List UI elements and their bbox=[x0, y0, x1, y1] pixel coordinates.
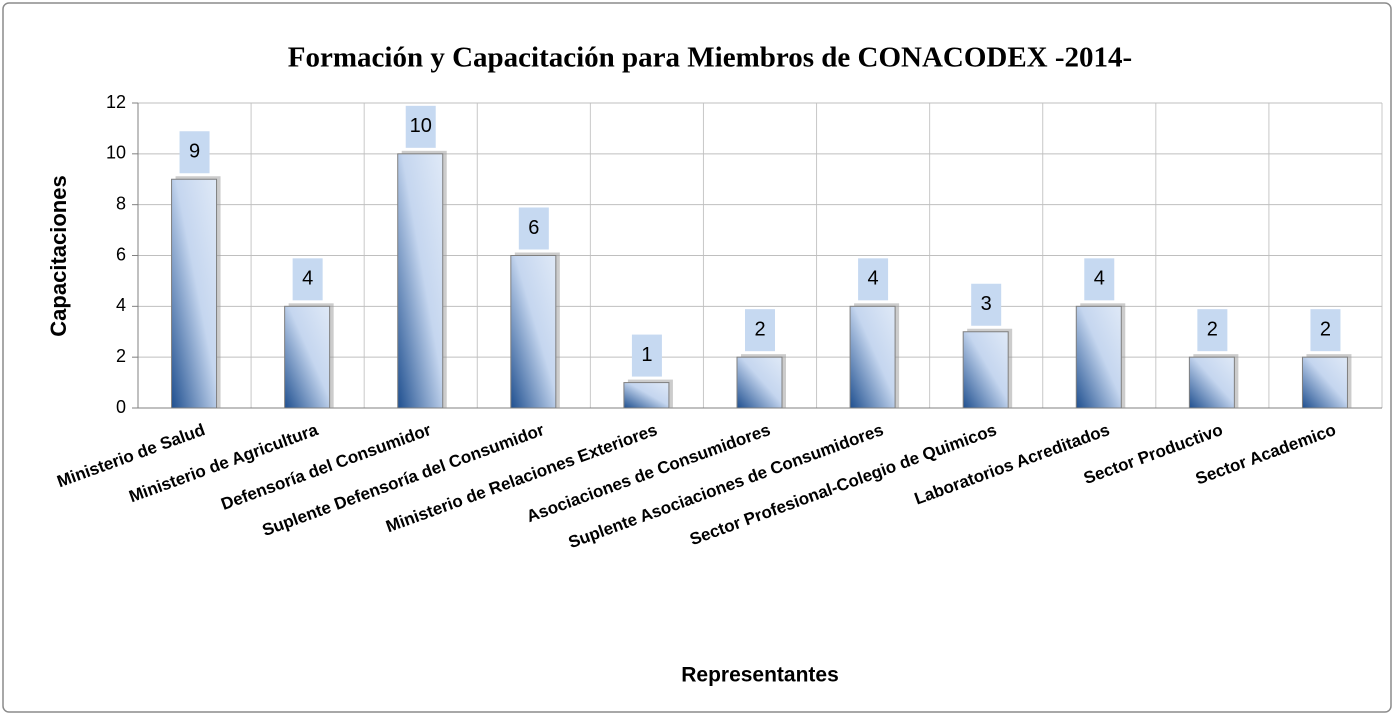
data-label-box bbox=[971, 283, 1002, 326]
data-label: 4 bbox=[868, 268, 879, 290]
y-tick-label: 4 bbox=[116, 295, 126, 315]
data-label-box bbox=[1197, 309, 1228, 352]
data-label: 4 bbox=[1094, 268, 1105, 290]
data-label-box bbox=[1310, 309, 1341, 352]
bar bbox=[284, 305, 331, 409]
data-label-box bbox=[179, 131, 210, 174]
data-label-box bbox=[745, 309, 775, 352]
data-label-box bbox=[405, 105, 436, 148]
bar bbox=[623, 382, 670, 409]
data-label: 3 bbox=[981, 293, 992, 315]
bar bbox=[962, 331, 1009, 409]
data-label-box bbox=[292, 258, 323, 301]
bar bbox=[1188, 356, 1235, 409]
bar bbox=[171, 178, 218, 409]
y-tick-label: 12 bbox=[106, 92, 126, 112]
y-tick-label: 0 bbox=[116, 397, 126, 417]
y-tick-label: 10 bbox=[106, 143, 126, 163]
chart-title: Formación y Capacitación para Miembros d… bbox=[288, 42, 1132, 74]
bar bbox=[1301, 356, 1348, 409]
data-label: 2 bbox=[1207, 318, 1218, 340]
bar bbox=[510, 255, 557, 409]
bar bbox=[736, 356, 783, 409]
data-label-box bbox=[631, 334, 662, 377]
bar bbox=[1075, 305, 1122, 409]
data-label: 6 bbox=[528, 217, 539, 239]
data-label: 4 bbox=[302, 268, 313, 290]
x-axis-title: Representantes bbox=[681, 664, 839, 687]
data-label: 1 bbox=[641, 344, 652, 366]
data-label: 9 bbox=[189, 141, 200, 163]
y-tick-label: 6 bbox=[116, 244, 126, 264]
data-label-box bbox=[518, 207, 549, 250]
y-tick-label: 2 bbox=[116, 346, 126, 366]
bar bbox=[849, 305, 896, 409]
y-tick-label: 8 bbox=[116, 193, 126, 213]
data-label-box bbox=[858, 258, 889, 301]
bar bbox=[397, 153, 444, 409]
data-label: 10 bbox=[410, 115, 432, 137]
data-label-box bbox=[1084, 258, 1115, 301]
data-label: 2 bbox=[1320, 318, 1331, 340]
y-axis-title: Capacitaciones bbox=[46, 175, 71, 336]
data-label: 2 bbox=[754, 318, 765, 340]
